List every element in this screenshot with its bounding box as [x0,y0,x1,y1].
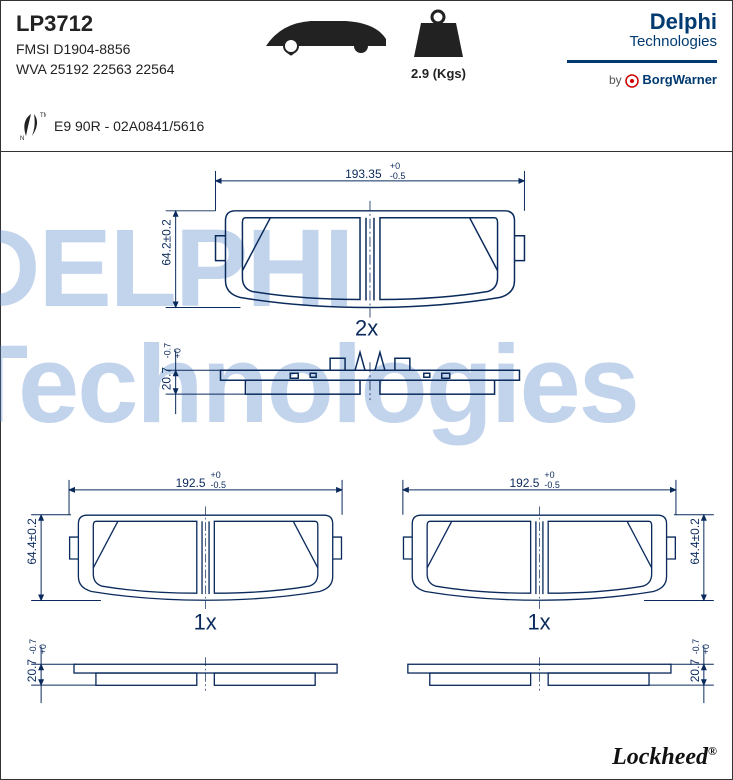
eco-cert-text: E9 90R - 02A0841/5616 [54,118,204,134]
weight-icon [411,9,466,59]
brand-main: Delphi [567,11,717,33]
header-divider [1,151,732,152]
brand-by-line: by BorgWarner [567,72,717,88]
weight-value: 2.9 (Kgs) [411,66,466,81]
svg-text:1x: 1x [527,609,550,634]
svg-text:+0: +0 [173,348,183,358]
svg-text:192.5: 192.5 [176,476,206,490]
svg-text:64.2±0.2: 64.2±0.2 [160,219,174,266]
svg-text:2x: 2x [355,315,378,340]
svg-text:-0.7: -0.7 [163,343,173,358]
svg-text:193.35: 193.35 [345,167,382,181]
svg-text:+0: +0 [211,470,221,480]
header: LP3712 FMSI D1904-8856 WVA 25192 22563 2… [1,1,732,116]
svg-text:+0: +0 [544,470,554,480]
svg-text:-0.5: -0.5 [211,480,226,490]
svg-text:+0: +0 [38,644,48,654]
technical-diagram: 193.35 +0 -0.5 64.2±0.2 2x 20.7 +0 -0.7 … [1,156,732,739]
svg-text:64.4±0.2: 64.4±0.2 [688,518,702,565]
brand-block: Delphi Technologies by BorgWarner [567,11,717,88]
leaf-icon: N TM [16,111,46,141]
svg-text:20.7: 20.7 [25,659,39,683]
eco-cert-row: N TM E9 90R - 02A0841/5616 [16,111,204,141]
svg-text:-0.5: -0.5 [390,171,405,181]
svg-text:N: N [20,136,24,141]
svg-text:+0: +0 [701,644,711,654]
car-front-axle-icon [261,11,391,61]
svg-text:+0: +0 [390,161,400,171]
svg-text:TM: TM [40,113,46,119]
weight-block: 2.9 (Kgs) [411,9,466,81]
brand-sub: Technologies [567,33,717,50]
svg-text:-0.7: -0.7 [28,639,38,654]
footer-brand: Lockheed® [612,744,717,771]
svg-text:20.7: 20.7 [688,659,702,683]
svg-text:-0.5: -0.5 [544,480,559,490]
svg-text:192.5: 192.5 [510,476,540,490]
svg-text:64.4±0.2: 64.4±0.2 [25,518,39,565]
svg-text:-0.7: -0.7 [691,639,701,654]
svg-text:1x: 1x [194,609,217,634]
borgwarner-icon [625,74,639,88]
svg-text:20.7: 20.7 [160,367,174,391]
